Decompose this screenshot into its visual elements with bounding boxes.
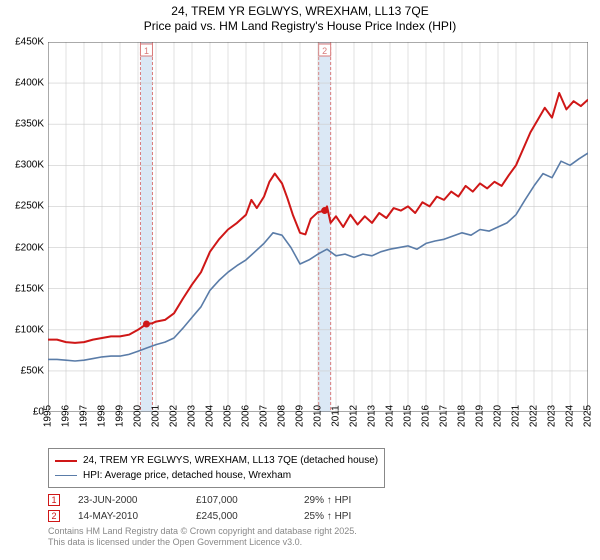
chart-container: 24, TREM YR EGLWYS, WREXHAM, LL13 7QE Pr… (0, 0, 600, 560)
y-tick-label: £200K (15, 242, 44, 253)
legend-row-2: HPI: Average price, detached house, Wrex… (55, 468, 378, 483)
sale-price-2: £245,000 (196, 511, 286, 522)
y-tick-label: £350K (15, 119, 44, 130)
y-tick-label: £50K (21, 365, 44, 376)
y-tick-label: £400K (15, 78, 44, 89)
sale-rows: 1 23-JUN-2000 £107,000 29% ↑ HPI 2 14-MA… (48, 494, 588, 522)
legend-label-2: HPI: Average price, detached house, Wrex… (83, 468, 291, 483)
x-tick-label: 2000 (133, 405, 144, 427)
legend-swatch-2 (55, 475, 77, 476)
x-tick-label: 2014 (385, 405, 396, 427)
x-tick-label: 1996 (61, 405, 72, 427)
license-text: Contains HM Land Registry data © Crown c… (48, 526, 588, 549)
legend-label-1: 24, TREM YR EGLWYS, WREXHAM, LL13 7QE (d… (83, 453, 378, 468)
legend-box: 24, TREM YR EGLWYS, WREXHAM, LL13 7QE (d… (48, 448, 385, 488)
x-tick-label: 2025 (583, 405, 594, 427)
x-tick-label: 1999 (115, 405, 126, 427)
x-tick-label: 2015 (403, 405, 414, 427)
x-tick-label: 2012 (349, 405, 360, 427)
svg-text:1: 1 (144, 46, 149, 56)
x-tick-label: 2020 (493, 405, 504, 427)
x-tick-label: 1995 (43, 405, 54, 427)
title-line-2: Price paid vs. HM Land Registry's House … (0, 19, 600, 34)
y-axis-labels: £0£50K£100K£150K£200K£250K£300K£350K£400… (0, 42, 46, 412)
x-tick-label: 2008 (277, 405, 288, 427)
x-tick-label: 2017 (439, 405, 450, 427)
x-tick-label: 2006 (241, 405, 252, 427)
x-tick-label: 1998 (97, 405, 108, 427)
sale-row-2: 2 14-MAY-2010 £245,000 25% ↑ HPI (48, 510, 588, 522)
x-tick-label: 1997 (79, 405, 90, 427)
sale-row-1: 1 23-JUN-2000 £107,000 29% ↑ HPI (48, 494, 588, 506)
chart-svg: 12 (48, 42, 588, 412)
x-tick-label: 2009 (295, 405, 306, 427)
y-tick-label: £450K (15, 37, 44, 48)
svg-text:2: 2 (322, 46, 327, 56)
sale-hpi-2: 25% ↑ HPI (304, 511, 351, 522)
sale-date-1: 23-JUN-2000 (78, 495, 178, 506)
x-tick-label: 2024 (565, 405, 576, 427)
sale-price-1: £107,000 (196, 495, 286, 506)
sale-marker-2: 2 (48, 510, 60, 522)
x-tick-label: 2018 (457, 405, 468, 427)
title-line-1: 24, TREM YR EGLWYS, WREXHAM, LL13 7QE (0, 4, 600, 19)
chart-title: 24, TREM YR EGLWYS, WREXHAM, LL13 7QE Pr… (0, 0, 600, 34)
sale-hpi-1: 29% ↑ HPI (304, 495, 351, 506)
x-tick-label: 2021 (511, 405, 522, 427)
x-tick-label: 2022 (529, 405, 540, 427)
legend-row-1: 24, TREM YR EGLWYS, WREXHAM, LL13 7QE (d… (55, 453, 378, 468)
x-tick-label: 2013 (367, 405, 378, 427)
license-line-2: This data is licensed under the Open Gov… (48, 537, 588, 548)
chart-footer: 24, TREM YR EGLWYS, WREXHAM, LL13 7QE (d… (48, 448, 588, 549)
y-tick-label: £100K (15, 324, 44, 335)
y-tick-label: £250K (15, 201, 44, 212)
x-tick-label: 2016 (421, 405, 432, 427)
x-tick-label: 2004 (205, 405, 216, 427)
x-tick-label: 2005 (223, 405, 234, 427)
sale-marker-1: 1 (48, 494, 60, 506)
legend-swatch-1 (55, 460, 77, 462)
x-tick-label: 2019 (475, 405, 486, 427)
x-tick-label: 2001 (151, 405, 162, 427)
plot-area: 12 (48, 42, 588, 412)
license-line-1: Contains HM Land Registry data © Crown c… (48, 526, 588, 537)
x-tick-label: 2007 (259, 405, 270, 427)
y-tick-label: £150K (15, 283, 44, 294)
x-tick-label: 2010 (313, 405, 324, 427)
x-tick-label: 2011 (331, 405, 342, 427)
sale-date-2: 14-MAY-2010 (78, 511, 178, 522)
x-tick-label: 2002 (169, 405, 180, 427)
y-tick-label: £300K (15, 160, 44, 171)
x-tick-label: 2023 (547, 405, 558, 427)
x-tick-label: 2003 (187, 405, 198, 427)
x-axis-labels: 1995199619971998199920002001200220032004… (48, 414, 588, 448)
